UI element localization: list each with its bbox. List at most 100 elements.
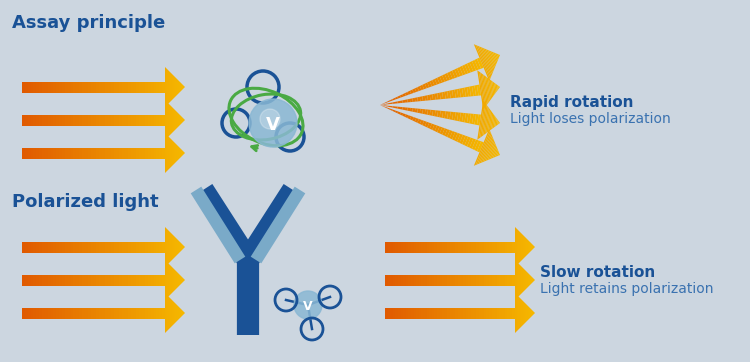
Polygon shape [407, 115, 411, 119]
Polygon shape [94, 81, 96, 93]
Polygon shape [183, 311, 184, 315]
Polygon shape [165, 133, 166, 173]
Polygon shape [497, 85, 499, 90]
Polygon shape [468, 307, 471, 319]
Polygon shape [382, 105, 385, 106]
Polygon shape [182, 310, 183, 316]
Polygon shape [74, 114, 76, 126]
Polygon shape [162, 274, 165, 286]
Polygon shape [482, 105, 488, 136]
Polygon shape [42, 241, 45, 253]
Polygon shape [88, 147, 91, 159]
Polygon shape [494, 274, 496, 286]
Polygon shape [165, 67, 166, 107]
Polygon shape [482, 274, 484, 286]
Polygon shape [122, 147, 125, 159]
Polygon shape [528, 240, 529, 254]
Polygon shape [45, 274, 48, 286]
Polygon shape [173, 75, 174, 99]
Polygon shape [128, 81, 130, 93]
Polygon shape [457, 89, 460, 98]
Polygon shape [76, 147, 80, 159]
Polygon shape [416, 307, 419, 319]
Polygon shape [174, 109, 175, 131]
Polygon shape [125, 241, 128, 253]
Polygon shape [157, 307, 159, 319]
Polygon shape [496, 307, 500, 319]
Polygon shape [486, 109, 491, 133]
Polygon shape [91, 81, 94, 93]
Polygon shape [45, 307, 48, 319]
Polygon shape [454, 133, 460, 142]
Polygon shape [470, 86, 473, 96]
Polygon shape [482, 241, 484, 253]
Polygon shape [175, 110, 176, 130]
Polygon shape [94, 274, 96, 286]
Polygon shape [477, 70, 484, 110]
Polygon shape [388, 106, 390, 107]
Polygon shape [53, 81, 56, 93]
Polygon shape [174, 142, 175, 164]
Polygon shape [39, 241, 42, 253]
Polygon shape [419, 307, 422, 319]
Polygon shape [502, 274, 505, 286]
Polygon shape [182, 150, 183, 156]
Polygon shape [140, 274, 142, 286]
Polygon shape [437, 274, 440, 286]
Polygon shape [128, 274, 130, 286]
Polygon shape [184, 246, 185, 248]
Polygon shape [36, 241, 39, 253]
Polygon shape [96, 307, 99, 319]
Polygon shape [467, 113, 471, 123]
Polygon shape [477, 141, 484, 152]
Polygon shape [145, 81, 148, 93]
Polygon shape [429, 307, 432, 319]
Polygon shape [113, 114, 116, 126]
Polygon shape [435, 78, 439, 84]
Polygon shape [484, 307, 487, 319]
Polygon shape [486, 49, 495, 69]
Polygon shape [82, 307, 85, 319]
Polygon shape [59, 241, 62, 253]
Polygon shape [172, 140, 173, 166]
Polygon shape [496, 241, 500, 253]
Polygon shape [111, 114, 113, 126]
Polygon shape [437, 110, 440, 117]
Polygon shape [96, 81, 99, 93]
Polygon shape [518, 263, 519, 297]
Polygon shape [522, 300, 523, 326]
Polygon shape [181, 116, 182, 124]
Polygon shape [34, 114, 36, 126]
Polygon shape [404, 307, 406, 319]
Polygon shape [166, 228, 167, 266]
Polygon shape [430, 110, 433, 116]
Polygon shape [434, 307, 437, 319]
Polygon shape [177, 305, 178, 321]
Polygon shape [165, 100, 166, 140]
Polygon shape [169, 71, 170, 103]
Polygon shape [516, 228, 517, 266]
Polygon shape [445, 241, 448, 253]
Polygon shape [388, 103, 390, 104]
Polygon shape [531, 243, 532, 251]
Polygon shape [442, 128, 447, 136]
Polygon shape [532, 310, 533, 316]
Polygon shape [388, 307, 390, 319]
Polygon shape [102, 81, 105, 93]
Polygon shape [402, 113, 406, 117]
Polygon shape [48, 114, 50, 126]
Text: V: V [303, 299, 313, 312]
Polygon shape [450, 274, 452, 286]
Polygon shape [48, 81, 50, 93]
Polygon shape [388, 241, 390, 253]
Polygon shape [487, 307, 489, 319]
Polygon shape [462, 65, 468, 74]
Polygon shape [464, 64, 471, 73]
Text: Light loses polarization: Light loses polarization [510, 112, 670, 126]
Polygon shape [404, 274, 406, 286]
Polygon shape [534, 279, 535, 281]
Polygon shape [170, 232, 171, 262]
Polygon shape [458, 274, 460, 286]
Polygon shape [116, 274, 119, 286]
Polygon shape [493, 115, 496, 129]
